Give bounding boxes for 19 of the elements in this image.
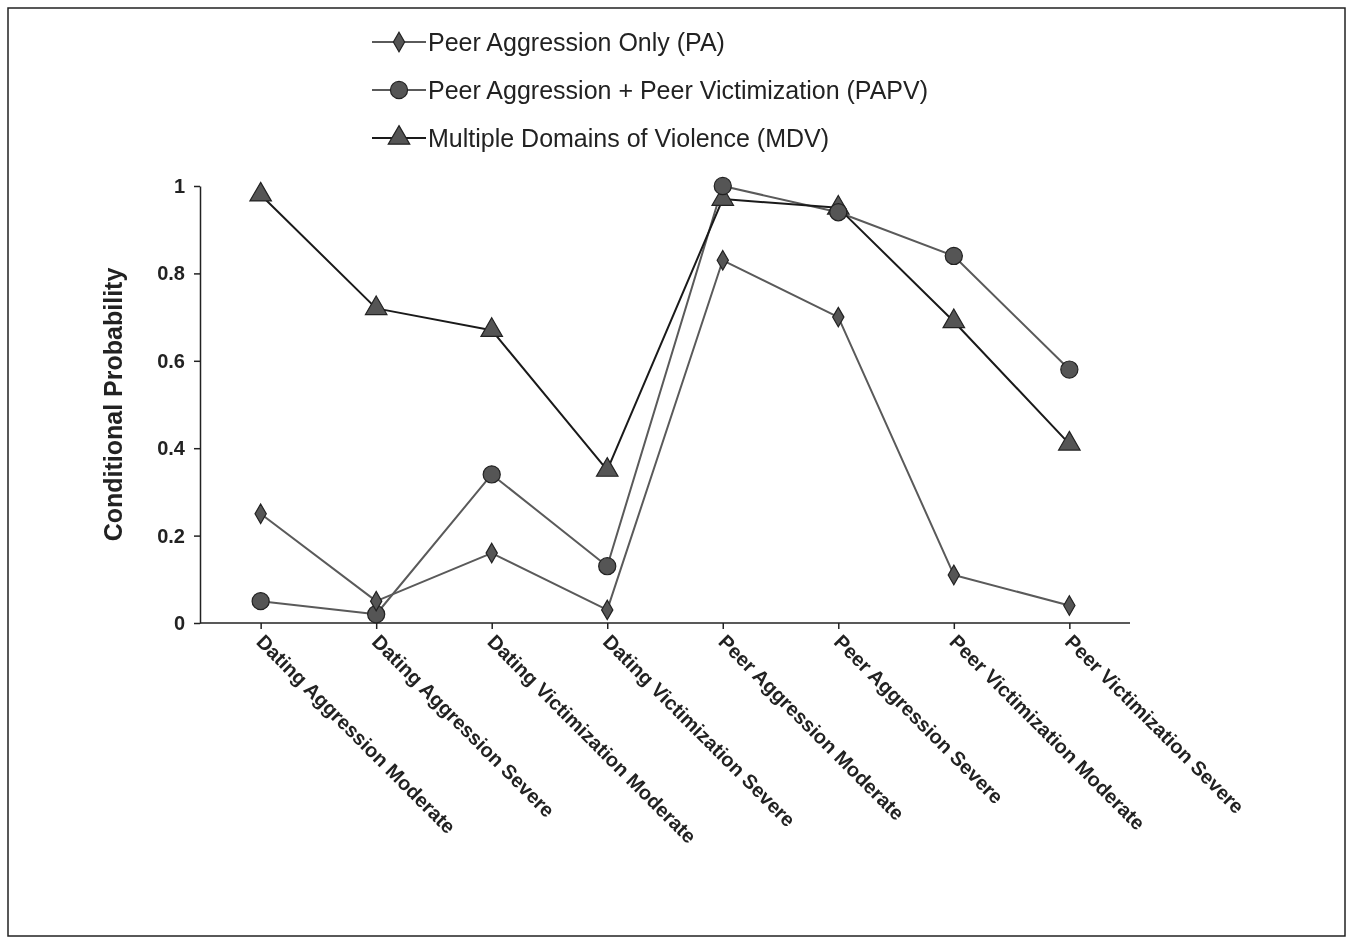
- point: [1060, 360, 1079, 379]
- point: [598, 557, 617, 576]
- y-tick-label: 0: [173, 611, 185, 634]
- legend-label: Peer Aggression + Peer Victimization (PAPV): [428, 76, 928, 104]
- point: [942, 308, 966, 329]
- point: [249, 181, 272, 202]
- point: [482, 465, 501, 484]
- point: [367, 605, 386, 624]
- legend-label: Peer Aggression Only (PA): [428, 28, 725, 56]
- y-tick-label: 0.2: [157, 524, 185, 547]
- y-tick-label: 0.8: [157, 262, 185, 285]
- y-tick-label: 1: [173, 174, 185, 197]
- point: [251, 592, 270, 611]
- point: [364, 295, 388, 316]
- y-axis-title: Conditional Probability: [99, 267, 127, 542]
- y-tick-label: 0.6: [157, 349, 185, 372]
- point: [480, 317, 504, 338]
- y-tick-label: 0.4: [157, 437, 186, 460]
- legend-label: Multiple Domains of Violence (MDV): [428, 124, 830, 152]
